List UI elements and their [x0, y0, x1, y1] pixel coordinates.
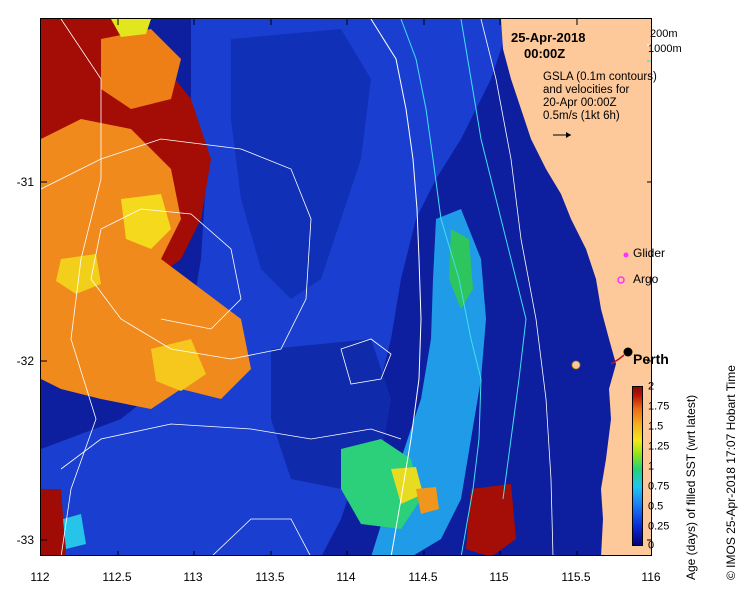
swan-river — [610, 354, 625, 365]
ocean-mid-region — [41, 19, 511, 555]
colorbar-tick-label: 1.75 — [648, 400, 670, 413]
colorbar-title: Age (days) of filled SST (wrt latest) — [684, 394, 698, 580]
y-tick-label: -32 — [16, 354, 34, 368]
sst-south-green — [341, 439, 421, 529]
perth-label: Perth — [633, 351, 669, 367]
sst-yellow-1 — [121, 194, 171, 249]
x-tick-label: 112 — [30, 570, 50, 584]
sst-orange-north — [101, 29, 181, 109]
sst-orange-west — [41, 119, 251, 409]
gsla-contour-5 — [480, 19, 554, 555]
depth-contour-1000m-coast — [460, 19, 527, 500]
x-tick-label: 112.5 — [102, 570, 132, 584]
gsla-line-4: 0.5m/s (1kt 6h) — [543, 110, 620, 122]
rottnest-island — [571, 360, 581, 370]
y-tick-label: -33 — [16, 533, 34, 547]
credit-line: © IMOS 25-Apr-2018 17:07 Hobart Time — [724, 365, 738, 580]
sst-coastal-green — [449, 229, 473, 309]
gsla-contour-1 — [60, 19, 102, 555]
colorbar-tick-label: 0.75 — [648, 480, 670, 493]
gsla-contour-6 — [340, 338, 392, 385]
gsla-contour-2 — [41, 138, 312, 360]
gsla-description: GSLA (0.1m contours) and velocities for … — [543, 71, 657, 123]
depth-contour-1000m — [400, 19, 482, 555]
gsla-contour-3 — [60, 423, 402, 470]
x-tick-label: 116 — [641, 570, 661, 584]
colorbar — [632, 386, 643, 546]
ocean-deep-patch — [231, 29, 371, 299]
colorbar-tick-label: 0.5 — [648, 500, 664, 513]
colorbar-tick-label: 1.5 — [648, 420, 664, 433]
sst-yellow-2 — [56, 254, 101, 294]
sst-south-orange — [416, 487, 439, 514]
sst-sw-cyan — [63, 514, 86, 549]
gsla-line-2: and velocities for — [543, 84, 630, 96]
x-tick-label: 113.5 — [255, 570, 285, 584]
argo-legend-label: Argo — [633, 272, 659, 286]
x-tick-label: 115 — [489, 570, 509, 584]
colorbar-tick-label: 1.25 — [648, 440, 670, 453]
depth-legend-1000m-label: 1000m — [648, 43, 682, 55]
sst-yellow-3 — [151, 339, 206, 391]
glider-marker-icon — [623, 252, 629, 258]
y-tick-label: -31 — [16, 175, 34, 189]
land-mass — [501, 19, 651, 555]
sst-sw-red — [41, 489, 66, 555]
sst-south-yellow — [391, 467, 423, 504]
depth-legend-200m-label: 200m — [650, 28, 678, 40]
depth-contour-200m — [370, 19, 422, 555]
perth-city-marker — [623, 347, 633, 357]
colorbar-tick-label: 2 — [648, 380, 655, 393]
x-tick-label: 114.5 — [408, 570, 438, 584]
glider-legend-label: Glider — [633, 246, 666, 260]
gsla-contour-4 — [212, 518, 311, 555]
colorbar-tick-label: 0.25 — [648, 520, 670, 533]
sst-yellow-north — [111, 19, 151, 37]
sst-south-red — [466, 484, 516, 555]
argo-marker-icon — [617, 276, 625, 284]
gsla-line-1: GSLA (0.1m contours) — [543, 71, 657, 83]
x-tick-label: 113 — [183, 570, 203, 584]
colorbar-tick-label: 1 — [648, 460, 655, 473]
map-time: 00:00Z — [524, 46, 566, 61]
map-date: 25-Apr-2018 — [511, 30, 586, 45]
colorbar-tick-label: 0 — [648, 539, 655, 552]
gsla-line-3: 20-Apr 00:00Z — [543, 97, 617, 109]
sst-age-map — [41, 19, 651, 555]
axis-ticks — [41, 19, 651, 555]
x-tick-label: 114 — [336, 570, 356, 584]
x-tick-label: 115.5 — [561, 570, 591, 584]
map-area — [40, 18, 652, 556]
